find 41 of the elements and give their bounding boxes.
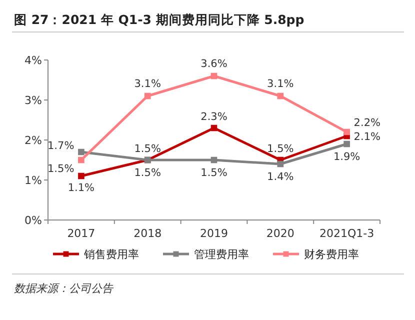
data-label: 1.5%: [134, 143, 161, 155]
data-label: 1.1%: [68, 182, 95, 194]
data-label: 1.5%: [267, 143, 294, 155]
chart-title: 图 27：2021 年 Q1-3 期间费用同比下降 5.8pp: [14, 12, 304, 27]
point: [344, 140, 350, 148]
legend-label: 销售费用率: [83, 248, 139, 261]
point: [144, 92, 151, 100]
x-tick-label: 2017: [67, 227, 96, 240]
data-label: 1.4%: [267, 171, 294, 183]
data-label: 1.9%: [333, 151, 360, 163]
y-tick-label: 2%: [24, 134, 42, 147]
point: [277, 92, 284, 100]
y-tick-label: 3%: [24, 94, 42, 107]
x-tick-label: 2019: [200, 227, 228, 240]
data-label: 1.5%: [48, 163, 74, 175]
point: [78, 148, 84, 156]
data-label: 1.5%: [200, 167, 228, 179]
y-tick-label: 1%: [24, 174, 42, 187]
data-label: 3.1%: [134, 78, 161, 90]
x-tick-label: 2020: [266, 227, 294, 240]
point: [277, 160, 284, 168]
legend-label: 财务费用率: [304, 248, 359, 261]
data-label: 1.5%: [134, 167, 161, 179]
point: [78, 172, 84, 180]
point: [210, 156, 218, 164]
point: [210, 72, 218, 80]
data-label: 2.1%: [354, 131, 380, 143]
data-label: 3.6%: [200, 58, 228, 70]
data-label: 1.7%: [48, 140, 74, 152]
legend-label: 管理费用率: [194, 248, 249, 261]
data-label: 2.2%: [354, 117, 380, 129]
source-note: 数据来源：公司公告: [14, 282, 114, 295]
point: [210, 124, 218, 132]
data-label: 3.1%: [267, 78, 294, 90]
x-tick-label: 2018: [134, 227, 162, 240]
y-tick-label: 4%: [24, 54, 42, 67]
data-label: 2.3%: [200, 111, 228, 123]
x-tick-label: 2021Q1-3: [319, 227, 374, 240]
point: [344, 128, 350, 136]
point: [78, 156, 84, 164]
y-tick-label: 0%: [24, 214, 42, 227]
